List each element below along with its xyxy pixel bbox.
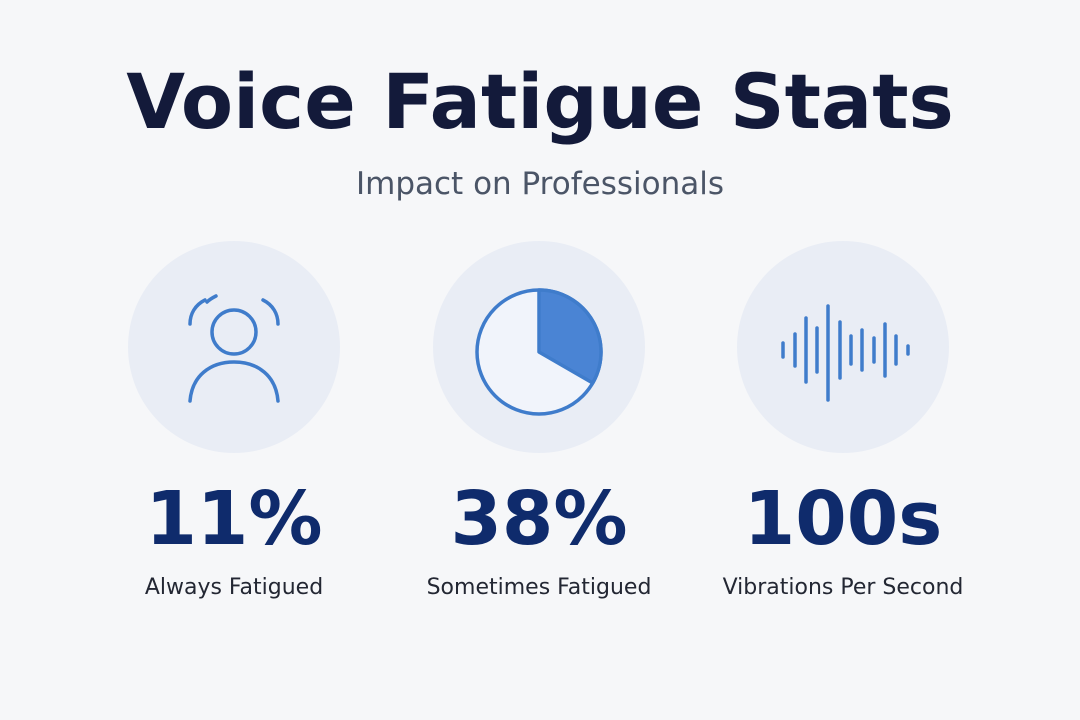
icon-background xyxy=(128,241,340,453)
pie-icon xyxy=(475,288,603,416)
waveform-icon xyxy=(781,304,910,402)
icon-background xyxy=(737,241,949,453)
stat-value: 11% xyxy=(145,476,322,562)
title: Voice Fatigue Stats xyxy=(126,57,954,146)
stat-label: Sometimes Fatigued xyxy=(427,575,652,600)
stat-value: 38% xyxy=(450,476,627,562)
subtitle: Impact on Professionals xyxy=(356,166,724,202)
person-icon xyxy=(188,294,280,403)
stat-label: Vibrations Per Second xyxy=(723,575,964,600)
stat-label: Always Fatigued xyxy=(145,575,323,600)
stat-value: 100s xyxy=(744,476,943,562)
